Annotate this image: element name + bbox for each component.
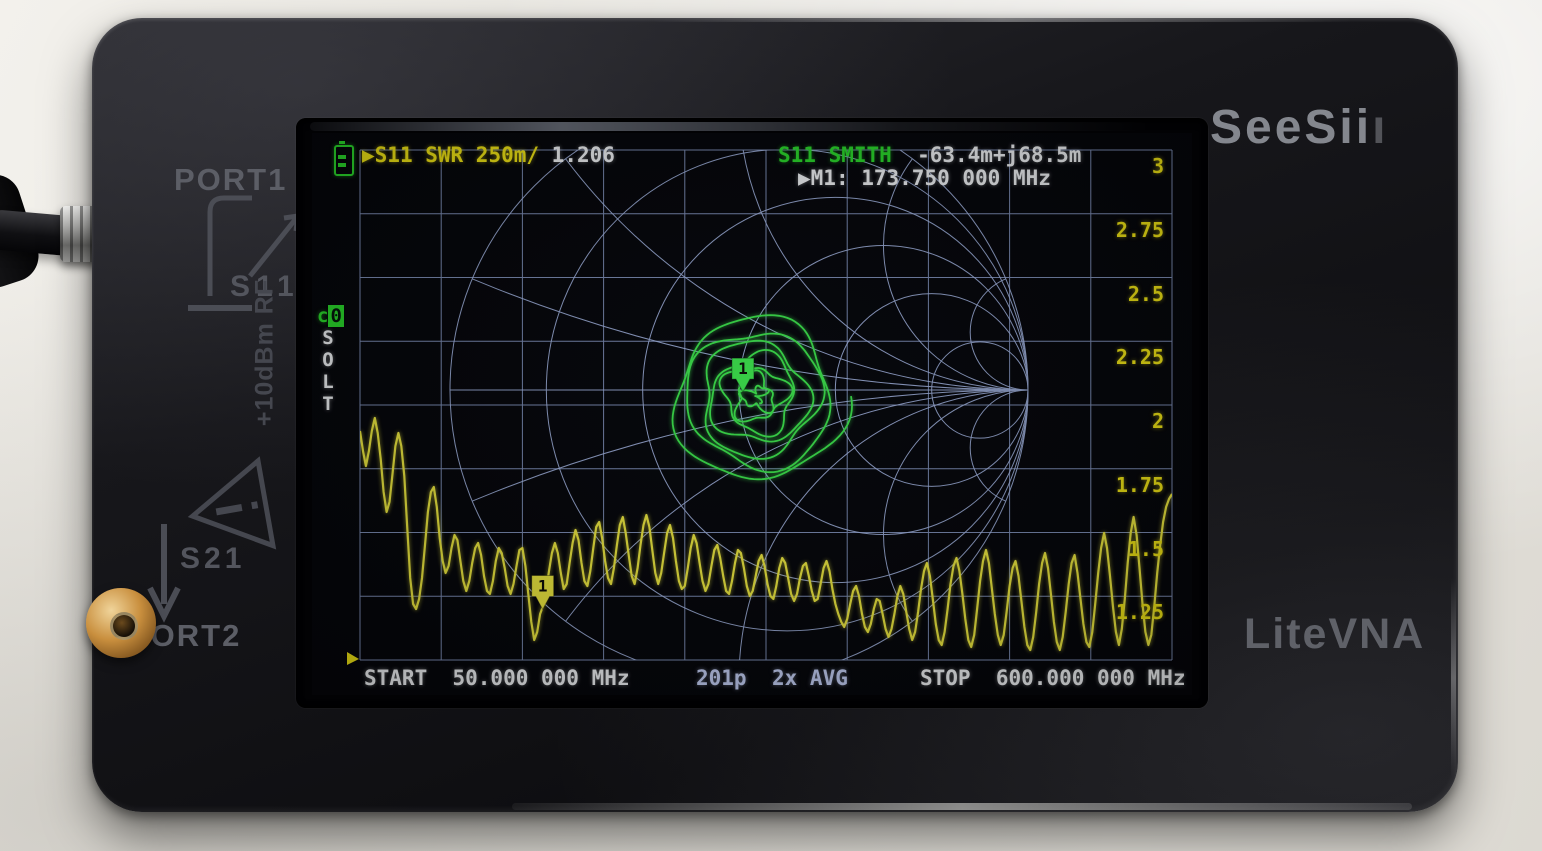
svg-text:1: 1 <box>538 576 548 595</box>
scale-label: 2 <box>1151 409 1164 433</box>
cal-flag-letter: T <box>322 393 334 415</box>
screen-glare <box>310 122 1150 131</box>
s11-port-label: S11 <box>230 270 300 303</box>
scale-label: 2.75 <box>1115 217 1164 242</box>
marker1-flag-smith[interactable]: 1 <box>731 357 755 394</box>
marker-readout[interactable]: ▶M1: 173.750 000 MHz <box>798 166 1051 190</box>
sweep-points[interactable]: 201p <box>696 666 747 690</box>
s21-port-label: S21 <box>180 542 246 575</box>
svg-text:1: 1 <box>738 359 748 378</box>
averaging-status[interactable]: 2x AVG <box>772 666 848 690</box>
device-top-edge-highlight <box>652 18 1352 22</box>
cal-flag-letter: O <box>322 349 334 371</box>
swr-trace <box>360 416 1172 652</box>
warning-triangle-icon <box>187 456 277 550</box>
rf-max-label-line1: +10dBm RF <box>250 278 279 427</box>
smith-chart-graticule <box>449 150 1029 660</box>
port1-label: PORT1 <box>174 162 288 197</box>
port2-center-pin <box>110 612 138 640</box>
marker1-flag-swr[interactable]: 1 <box>531 574 555 611</box>
scale-label: 1.5 <box>1127 536 1164 561</box>
scale-label: 1.75 <box>1115 472 1164 497</box>
scale-label: 3 <box>1151 154 1164 178</box>
stop-frequency[interactable]: STOP 600.000 000 MHz <box>920 666 1186 690</box>
port2-sma-connector <box>86 588 156 658</box>
smith-trace <box>671 314 853 481</box>
brand-logo-seesii: SeeSiiı <box>1210 101 1389 154</box>
device-bottom-edge-highlight <box>512 803 1412 810</box>
graticule-grid <box>359 149 1173 661</box>
device-right-edge-highlight <box>1451 578 1456 778</box>
start-frequency[interactable]: START 50.000 000 MHz <box>364 666 630 690</box>
trace1-status[interactable]: ▶S11 SWR 250m/ 1.206 <box>362 143 615 167</box>
battery-icon <box>334 141 354 176</box>
litevna-device-body: PORT1 S11 +10dBm RF 10VDC Max S21 PO <box>92 18 1458 812</box>
trace1-active-arrow: ▶ <box>362 143 375 167</box>
s11-reflection-icon <box>188 195 301 311</box>
cal-flag-letter: L <box>322 371 334 393</box>
scale-label: 1.25 <box>1115 600 1164 625</box>
brand-logo-litevna: LiteVNA <box>1244 610 1426 658</box>
scale-label: 2.5 <box>1127 281 1164 306</box>
measurement-plot: 11 <box>347 149 1173 665</box>
trace2-status[interactable]: S11 SMITH -63.4m+j68.5m <box>778 143 1082 167</box>
scale-label: 2.25 <box>1115 345 1164 370</box>
s21-through-arrow-icon <box>147 524 181 623</box>
cal-flag-letter: S <box>322 327 334 349</box>
reference-position-marker[interactable] <box>347 652 359 665</box>
